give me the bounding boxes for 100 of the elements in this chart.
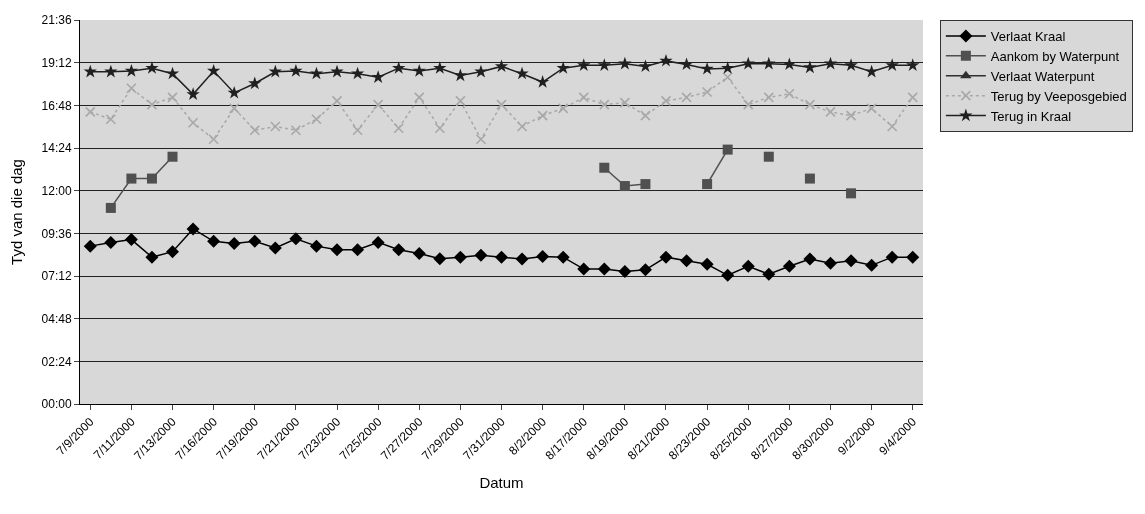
point	[659, 250, 673, 264]
point	[556, 61, 570, 74]
point	[803, 60, 817, 74]
point	[289, 232, 303, 246]
point	[556, 250, 570, 264]
point	[84, 106, 96, 118]
point	[885, 58, 899, 71]
y-tick-label: 14:24	[41, 141, 72, 156]
point	[845, 110, 857, 121]
point	[126, 173, 137, 184]
y-tick-label: 19:12	[41, 55, 72, 70]
point	[289, 64, 303, 77]
point	[721, 61, 735, 74]
point	[496, 99, 507, 110]
point	[371, 70, 385, 83]
point	[372, 99, 384, 110]
point	[495, 250, 508, 264]
point	[351, 243, 365, 257]
point	[618, 56, 632, 70]
y-tick-label: 02:24	[41, 354, 72, 369]
point	[577, 262, 591, 276]
point	[763, 92, 775, 103]
point	[206, 64, 221, 77]
point	[619, 97, 631, 108]
point	[741, 56, 755, 70]
point	[330, 64, 344, 78]
point	[145, 250, 159, 264]
point	[782, 57, 797, 71]
point	[453, 68, 468, 82]
point	[433, 252, 447, 266]
point	[804, 99, 816, 110]
point	[515, 252, 529, 266]
point	[660, 95, 672, 107]
legend-label: Verlaat Waterpunt	[990, 68, 1095, 84]
point	[352, 124, 363, 136]
point	[207, 234, 221, 248]
point	[248, 234, 262, 248]
point	[392, 61, 406, 74]
point	[167, 92, 178, 103]
point	[309, 239, 323, 253]
point	[455, 95, 466, 107]
point	[578, 92, 590, 103]
point	[228, 103, 240, 114]
point	[392, 243, 406, 257]
point	[762, 56, 776, 70]
point	[762, 267, 776, 281]
y-tick-label: 09:36	[41, 226, 72, 241]
legend-label: Terug by Veeposgebied	[990, 88, 1127, 104]
point	[248, 76, 262, 90]
point	[249, 124, 261, 136]
point	[331, 95, 343, 107]
point	[515, 66, 529, 80]
point	[763, 151, 774, 162]
point	[885, 250, 899, 264]
point	[537, 110, 548, 121]
point	[83, 64, 97, 78]
point	[804, 173, 815, 184]
point	[453, 250, 467, 264]
point	[640, 110, 651, 121]
point	[618, 265, 632, 279]
point	[659, 53, 673, 67]
point	[104, 235, 118, 249]
point	[700, 61, 714, 75]
point	[474, 248, 488, 262]
point	[721, 268, 735, 282]
point	[208, 133, 219, 145]
point	[722, 71, 733, 83]
point	[619, 181, 630, 192]
point	[825, 106, 836, 118]
point	[535, 75, 550, 88]
y-tick-label: 16:48	[41, 98, 72, 113]
y-tick-label: 07:12	[41, 269, 72, 284]
point	[105, 113, 117, 125]
y-tick-label: 12:00	[41, 183, 72, 198]
point	[433, 61, 447, 74]
x-axis-title: Datum	[479, 473, 524, 491]
y-tick-label: 00:00	[41, 397, 72, 412]
point	[494, 59, 509, 73]
point	[638, 59, 653, 73]
point	[412, 246, 426, 260]
point	[906, 250, 920, 264]
y-tick-label: 04:48	[41, 311, 72, 326]
point	[186, 222, 200, 236]
point	[557, 103, 569, 114]
point	[680, 254, 694, 268]
point	[597, 262, 611, 276]
point	[167, 151, 178, 162]
point	[126, 82, 137, 94]
point	[105, 202, 116, 213]
point	[866, 103, 877, 114]
point	[640, 179, 651, 190]
point	[864, 64, 879, 78]
point	[701, 86, 713, 98]
point	[599, 162, 610, 173]
point	[865, 258, 879, 272]
legend-label: Verlaat Kraal	[990, 29, 1066, 45]
point	[124, 64, 139, 77]
legend-label: Aankom by Waterpunt	[990, 48, 1120, 64]
point	[83, 239, 97, 253]
point	[145, 61, 159, 74]
